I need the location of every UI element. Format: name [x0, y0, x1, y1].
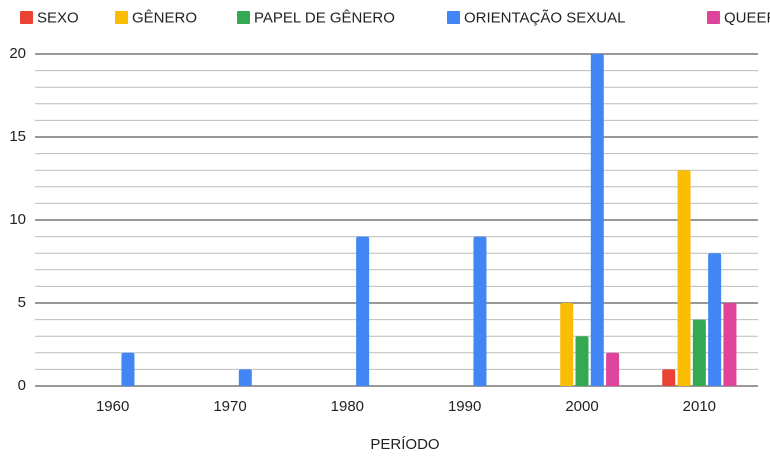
bar — [121, 352, 135, 386]
x-tick-label: 1980 — [331, 398, 364, 415]
bar — [238, 369, 252, 386]
bar — [356, 236, 370, 386]
legend-swatch — [115, 11, 128, 24]
x-tick-label: 1960 — [96, 398, 129, 415]
y-tick-label: 20 — [9, 45, 26, 62]
legend-swatch — [447, 11, 460, 24]
y-tick-label: 5 — [18, 294, 26, 311]
bar — [708, 253, 722, 386]
legend-label: SEXO — [37, 9, 79, 26]
bar — [560, 303, 574, 386]
x-tick-label: 1970 — [213, 398, 246, 415]
legend-swatch — [707, 11, 720, 24]
legend-label: GÊNERO — [132, 9, 197, 26]
bar — [692, 319, 706, 386]
x-axis-title: PERÍODO — [370, 436, 439, 453]
bar — [606, 352, 620, 386]
y-tick-label: 15 — [9, 128, 26, 145]
bar — [677, 170, 691, 386]
legend-label: QUEER — [724, 9, 770, 26]
x-tick-label: 2010 — [683, 398, 716, 415]
legend-swatch — [20, 11, 33, 24]
bar — [590, 54, 604, 386]
bar — [723, 303, 737, 386]
legend-swatch — [237, 11, 250, 24]
x-tick-label: 1990 — [448, 398, 481, 415]
y-tick-label: 10 — [9, 211, 26, 228]
bar — [662, 369, 676, 386]
x-tick-label: 2000 — [565, 398, 598, 415]
legend-label: ORIENTAÇÃO SEXUAL — [464, 9, 625, 26]
legend-label: PAPEL DE GÊNERO — [254, 9, 395, 26]
bar — [473, 236, 487, 386]
y-tick-label: 0 — [18, 377, 26, 394]
bar — [575, 336, 589, 386]
